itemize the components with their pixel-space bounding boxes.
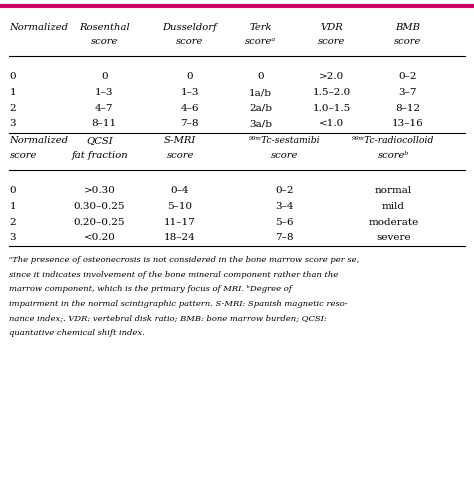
Text: Rosenthal: Rosenthal: [79, 23, 130, 32]
Text: 5–6: 5–6: [275, 218, 294, 226]
Text: 0–4: 0–4: [171, 187, 190, 195]
Text: 3: 3: [9, 119, 16, 128]
Text: BMB: BMB: [395, 23, 420, 32]
Text: nance index;. VDR: vertebral disk ratio; BMB: bone marrow burden; QCSI:: nance index;. VDR: vertebral disk ratio;…: [9, 315, 327, 322]
Text: scoreᵃ: scoreᵃ: [245, 37, 276, 46]
Text: 2: 2: [9, 218, 16, 226]
Text: 0.30–0.25: 0.30–0.25: [74, 202, 125, 211]
Text: 0: 0: [101, 73, 108, 81]
Text: ⁹⁹ᵐTc-radiocolloid: ⁹⁹ᵐTc-radiocolloid: [352, 136, 435, 145]
Text: 3: 3: [9, 233, 16, 242]
Text: ᵃThe presence of osteonecrosis is not considered in the bone marrow score per se: ᵃThe presence of osteonecrosis is not co…: [9, 256, 360, 264]
Text: score: score: [271, 151, 298, 160]
Text: marrow component, which is the primary focus of MRI. ᵇDegree of: marrow component, which is the primary f…: [9, 285, 292, 293]
Text: score: score: [318, 37, 346, 46]
Text: 0: 0: [186, 73, 193, 81]
Text: 3–4: 3–4: [275, 202, 294, 211]
Text: since it indicates involvement of the bone mineral component rather than the: since it indicates involvement of the bo…: [9, 271, 339, 279]
Text: 4–6: 4–6: [180, 104, 199, 112]
Text: 11–17: 11–17: [164, 218, 196, 226]
Text: normal: normal: [375, 187, 412, 195]
Text: Terk: Terk: [249, 23, 272, 32]
Text: 18–24: 18–24: [164, 233, 196, 242]
Text: <0.20: <0.20: [83, 233, 116, 242]
Text: >2.0: >2.0: [319, 73, 345, 81]
Text: scoreᵇ: scoreᵇ: [378, 151, 409, 160]
Text: score: score: [394, 37, 421, 46]
Text: 0–2: 0–2: [398, 73, 417, 81]
Text: 3a/b: 3a/b: [249, 119, 272, 128]
Text: 7–8: 7–8: [275, 233, 294, 242]
Text: Dusseldorf: Dusseldorf: [162, 23, 217, 32]
Text: 1: 1: [9, 202, 16, 211]
Text: 0–2: 0–2: [275, 187, 294, 195]
Text: fat fraction: fat fraction: [71, 151, 128, 160]
Text: impairment in the normal scintigraphic pattern. S-MRI: Spanish magnetic reso-: impairment in the normal scintigraphic p…: [9, 300, 348, 308]
Text: 2a/b: 2a/b: [249, 104, 272, 112]
Text: 8–12: 8–12: [395, 104, 420, 112]
Text: VDR: VDR: [320, 23, 343, 32]
Text: moderate: moderate: [368, 218, 419, 226]
Text: 1.0–1.5: 1.0–1.5: [313, 104, 351, 112]
Text: QCSI: QCSI: [86, 136, 113, 145]
Text: ⁹⁹ᵐTc-sestamibi: ⁹⁹ᵐTc-sestamibi: [248, 136, 320, 145]
Text: mild: mild: [382, 202, 405, 211]
Text: 0: 0: [9, 73, 16, 81]
Text: 8–11: 8–11: [91, 119, 117, 128]
Text: 1–3: 1–3: [180, 88, 199, 97]
Text: quantative chemical shift index.: quantative chemical shift index.: [9, 329, 145, 337]
Text: 3–7: 3–7: [398, 88, 417, 97]
Text: 0: 0: [9, 187, 16, 195]
Text: score: score: [166, 151, 194, 160]
Text: severe: severe: [376, 233, 411, 242]
Text: 1.5–2.0: 1.5–2.0: [313, 88, 351, 97]
Text: 2: 2: [9, 104, 16, 112]
Text: 0.20–0.25: 0.20–0.25: [74, 218, 125, 226]
Text: 1: 1: [9, 88, 16, 97]
Text: 1–3: 1–3: [95, 88, 114, 97]
Text: <1.0: <1.0: [319, 119, 345, 128]
Text: 13–16: 13–16: [392, 119, 423, 128]
Text: >0.30: >0.30: [83, 187, 116, 195]
Text: S-MRI: S-MRI: [164, 136, 196, 145]
Text: Normalized: Normalized: [9, 136, 68, 145]
Text: score: score: [176, 37, 203, 46]
Text: 4–7: 4–7: [95, 104, 114, 112]
Text: 7–8: 7–8: [180, 119, 199, 128]
Text: 1a/b: 1a/b: [249, 88, 272, 97]
Text: 0: 0: [257, 73, 264, 81]
Text: score: score: [91, 37, 118, 46]
Text: 5–10: 5–10: [167, 202, 193, 211]
Text: score: score: [9, 151, 37, 160]
Text: Normalized: Normalized: [9, 23, 68, 32]
